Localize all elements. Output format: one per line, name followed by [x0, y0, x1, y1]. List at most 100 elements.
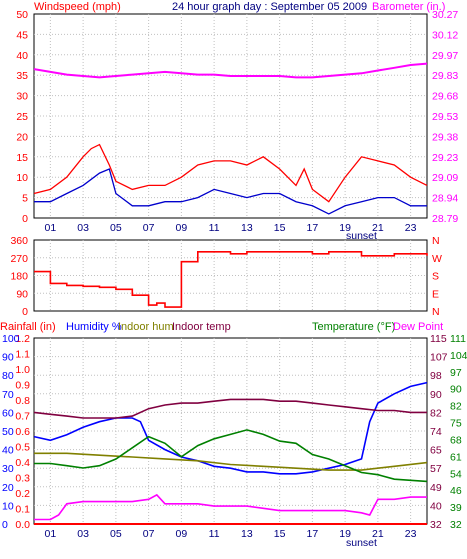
direction-compass-tick-label: N [432, 235, 440, 247]
panel3-hour-label: 19 [339, 528, 351, 540]
temperature-outer-tick-label: 111 [450, 333, 466, 345]
panel2-series [34, 251, 428, 308]
legend-rainfall: Rainfall (in) [0, 321, 56, 333]
humidity-tick-label: 70 [2, 389, 14, 401]
temperature-inner-tick-label: 65 [430, 445, 442, 457]
temperature-inner-tick-label: 115 [430, 333, 447, 345]
barometer-tick-label: 28.79 [432, 213, 458, 225]
panel3-hour-label: 23 [405, 528, 417, 540]
humidity-tick-label: 20 [2, 482, 14, 494]
panel1-hour-labels: 01 03 05 07 09 11 13 15 17 19 21 23 [45, 222, 417, 234]
rainfall-tick-label: 0.1 [15, 504, 30, 516]
rainfall-tick-label: 0.3 [15, 473, 30, 485]
wind-speed-line [34, 168, 427, 215]
panel1-hour-label: 19 [339, 222, 351, 234]
chart-title: 24 hour graph day : September 05 2009 [172, 1, 367, 13]
panel3-series [33, 381, 428, 525]
temperature-outer-tick-label: 104 [450, 350, 467, 362]
temperature-outer-tick-label: 54 [450, 468, 462, 480]
temperature-inner-tick-label: 57 [430, 463, 442, 475]
panel1-hour-label: 13 [241, 222, 253, 234]
barometer-tick-labels: 28.79 28.94 29.09 29.23 29.38 29.53 29.68 29.83… [432, 9, 458, 225]
barometer-tick-label: 29.53 [432, 111, 458, 123]
direction-degree-tick-label: 180 [10, 271, 28, 283]
temperature-inner-tick-label: 74 [430, 426, 442, 438]
windspeed-tick-label: 20 [16, 131, 28, 143]
legend-humidity: Humidity % [66, 321, 122, 333]
temperature-inner-tick-label: 82 [430, 407, 442, 419]
barometer-tick-label: 29.23 [432, 152, 458, 164]
windspeed-tick-label: 5 [22, 193, 28, 205]
barometer-tick-label: 28.94 [432, 193, 458, 205]
rainfall-tick-label: 1.1 [15, 349, 30, 361]
panel2-plot-area [33, 239, 428, 312]
barometer-line [33, 62, 428, 79]
windspeed-tick-label: 0 [22, 213, 28, 225]
panel3-hour-label: 07 [143, 528, 155, 540]
panel1-hour-label: 11 [209, 222, 220, 234]
rainfall-tick-label: 0.2 [15, 488, 30, 500]
humidity-tick-label: 100 [2, 333, 20, 345]
panel3-hour-label: 03 [77, 528, 89, 540]
panel1-hour-label: 15 [274, 222, 286, 234]
direction-compass-tick-label: E [432, 288, 439, 300]
rainfall-tick-label: 1.2 [15, 333, 30, 345]
temperature-inner-tick-label: 40 [430, 500, 442, 512]
barometer-tick-label: 29.97 [432, 50, 458, 62]
panel3-grid [34, 338, 427, 524]
direction-degree-tick-label: 360 [10, 235, 28, 247]
windspeed-tick-label: 15 [16, 152, 28, 164]
direction-compass-tick-label: N [432, 306, 440, 318]
panel2-grid [34, 240, 427, 311]
temperature-outer-tick-label: 46 [450, 485, 462, 497]
direction-degree-tick-label: 0 [22, 306, 28, 318]
indoor-temp-line [33, 398, 427, 419]
panel3-hour-label: 09 [176, 528, 188, 540]
wind-gust-line [33, 143, 428, 203]
panel1-plot-area [33, 13, 428, 219]
dew-point-line [34, 493, 427, 521]
panel1-hour-label: 09 [176, 222, 188, 234]
rainfall-tick-label: 0.9 [15, 380, 30, 392]
panel3-hour-label: 05 [110, 528, 122, 540]
humidity-tick-labels: 0 10 20 30 40 50 60 70 80 90 100 [2, 333, 20, 531]
humidity-line [33, 381, 428, 475]
humidity-tick-label: 60 [2, 407, 14, 419]
panel1-hour-label: 03 [77, 222, 89, 234]
temperature-outer-tick-label: 90 [450, 384, 462, 396]
barometer-tick-label: 30.27 [432, 9, 458, 21]
panel3-hour-label: 21 [372, 528, 384, 540]
temperature-f-line [34, 429, 428, 483]
panel1-hour-label: 17 [307, 222, 319, 234]
windspeed-tick-label: 40 [16, 50, 28, 62]
temperature-outer-tick-label: 32 [450, 519, 462, 531]
barometer-tick-label: 30.12 [432, 29, 458, 41]
temperature-inner-tick-label: 107 [430, 352, 448, 364]
panel3-sunset-label: sunset [346, 537, 377, 549]
windspeed-tick-label: 25 [16, 111, 28, 123]
rainfall-tick-labels: 0.0 0.1 0.2 0.3 0.4 0.5 0.6 0.7 0.8 0.9 1.0 1.1 1.2 [15, 333, 30, 531]
humidity-tick-label: 40 [2, 445, 14, 457]
rainfall-tick-label: 0.6 [15, 426, 30, 438]
panel3-hour-label: 01 [45, 528, 57, 540]
direction-degree-labels: 0 90 180 270 360 [10, 235, 28, 318]
panel1-hour-label: 23 [405, 222, 417, 234]
temperature-outer-tick-label: 82 [450, 401, 462, 413]
humidity-tick-label: 90 [2, 352, 14, 364]
temperature-outer-tick-label: 75 [450, 418, 462, 430]
temperature-inner-tick-label: 49 [430, 482, 442, 494]
direction-degree-tick-label: 90 [16, 288, 28, 300]
barometer-tick-label: 29.09 [432, 172, 458, 184]
direction-degree-tick-label: 270 [10, 253, 28, 265]
panel1-hour-label: 01 [45, 222, 57, 234]
temperature-outer-tick-label: 68 [450, 434, 462, 446]
humidity-tick-label: 80 [2, 370, 14, 382]
humidity-tick-label: 30 [2, 463, 14, 475]
windspeed-tick-label: 10 [16, 172, 28, 184]
rainfall-tick-label: 0.8 [15, 395, 30, 407]
panel1-sunset-label: sunset [346, 230, 377, 242]
temperature-outer-tick-label: 97 [450, 367, 462, 379]
humidity-tick-label: 0 [2, 519, 8, 531]
